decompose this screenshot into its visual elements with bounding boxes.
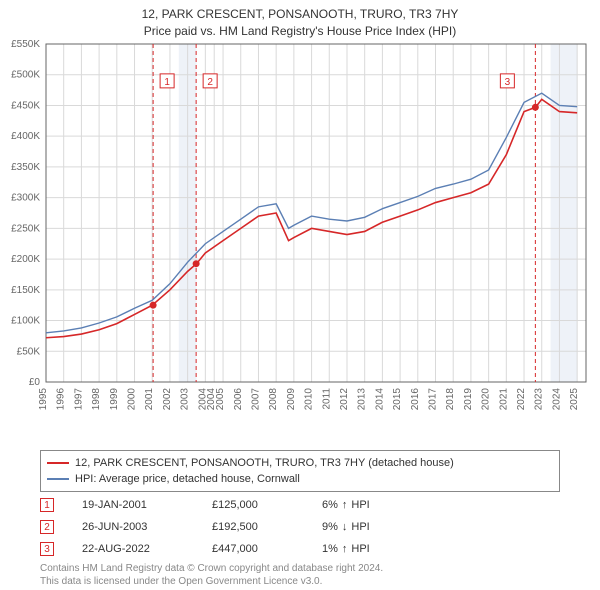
svg-text:2018: 2018 <box>445 388 456 411</box>
svg-text:£450K: £450K <box>11 100 40 111</box>
svg-text:2025: 2025 <box>569 388 580 411</box>
svg-text:1996: 1996 <box>56 388 67 411</box>
svg-text:2016: 2016 <box>410 388 421 411</box>
legend: 12, PARK CRESCENT, PONSANOOTH, TRURO, TR… <box>40 450 560 492</box>
svg-text:2001: 2001 <box>144 388 155 411</box>
legend-swatch <box>47 478 69 480</box>
legend-label: HPI: Average price, detached house, Corn… <box>75 473 300 485</box>
event-row: 3 22-AUG-2022£447,0001% ↑ HPI <box>40 538 560 560</box>
svg-text:1999: 1999 <box>109 388 120 411</box>
svg-text:£250K: £250K <box>11 223 40 234</box>
event-delta: 6% ↑ HPI <box>322 499 422 511</box>
chart-title-block: 12, PARK CRESCENT, PONSANOOTH, TRURO, TR… <box>0 0 600 42</box>
svg-text:£500K: £500K <box>11 70 40 81</box>
event-price: £125,000 <box>212 499 322 511</box>
event-date: 22-AUG-2022 <box>82 543 212 555</box>
svg-text:£100K: £100K <box>11 316 40 327</box>
svg-text:2014: 2014 <box>374 388 385 411</box>
svg-text:2023: 2023 <box>534 388 545 411</box>
event-row: 2 26-JUN-2003£192,5009% ↓ HPI <box>40 516 560 538</box>
event-row: 1 19-JAN-2001£125,0006% ↑ HPI <box>40 494 560 516</box>
event-price: £192,500 <box>212 521 322 533</box>
svg-text:2015: 2015 <box>392 388 403 411</box>
chart-title: 12, PARK CRESCENT, PONSANOOTH, TRURO, TR… <box>0 6 600 23</box>
svg-text:£0: £0 <box>29 377 41 388</box>
svg-text:2008: 2008 <box>268 388 279 411</box>
svg-text:2012: 2012 <box>339 388 350 411</box>
event-table: 1 19-JAN-2001£125,0006% ↑ HPI 2 26-JUN-2003… <box>40 494 560 560</box>
svg-text:£50K: £50K <box>17 346 41 357</box>
event-marker: 1 <box>40 498 54 512</box>
svg-text:2009: 2009 <box>286 388 297 411</box>
legend-item: HPI: Average price, detached house, Corn… <box>47 471 553 487</box>
svg-text:2007: 2007 <box>250 388 261 411</box>
svg-text:2022: 2022 <box>516 388 527 411</box>
chart-subtitle: Price paid vs. HM Land Registry's House … <box>0 23 600 40</box>
svg-text:£400K: £400K <box>11 131 40 142</box>
svg-text:£550K: £550K <box>11 39 40 50</box>
svg-text:2011: 2011 <box>321 388 332 410</box>
footer-line: This data is licensed under the Open Gov… <box>40 575 383 588</box>
svg-text:£200K: £200K <box>11 254 40 265</box>
footer: Contains HM Land Registry data © Crown c… <box>40 562 383 588</box>
svg-text:2005: 2005 <box>215 388 226 411</box>
svg-text:2010: 2010 <box>304 388 315 411</box>
svg-text:1997: 1997 <box>73 388 84 411</box>
event-marker: 2 <box>40 520 54 534</box>
event-delta: 9% ↓ HPI <box>322 521 422 533</box>
svg-text:2002: 2002 <box>162 388 173 411</box>
svg-text:2: 2 <box>207 77 213 88</box>
svg-text:2019: 2019 <box>463 388 474 411</box>
svg-text:2000: 2000 <box>127 388 138 411</box>
event-date: 19-JAN-2001 <box>82 499 212 511</box>
line-chart: £0£50K£100K£150K£200K£250K£300K£350K£400… <box>46 44 586 414</box>
svg-text:2006: 2006 <box>233 388 244 411</box>
svg-text:2024: 2024 <box>551 388 562 411</box>
svg-text:1995: 1995 <box>38 388 49 411</box>
svg-text:£350K: £350K <box>11 162 40 173</box>
svg-text:2020: 2020 <box>481 388 492 411</box>
svg-text:2021: 2021 <box>498 388 509 411</box>
event-marker: 3 <box>40 542 54 556</box>
svg-text:1998: 1998 <box>91 388 102 411</box>
event-date: 26-JUN-2003 <box>82 521 212 533</box>
svg-text:£300K: £300K <box>11 193 40 204</box>
svg-text:2013: 2013 <box>357 388 368 411</box>
svg-text:2003: 2003 <box>180 388 191 411</box>
legend-label: 12, PARK CRESCENT, PONSANOOTH, TRURO, TR… <box>75 457 454 469</box>
svg-text:£150K: £150K <box>11 285 40 296</box>
event-price: £447,000 <box>212 543 322 555</box>
footer-line: Contains HM Land Registry data © Crown c… <box>40 562 383 575</box>
event-delta: 1% ↑ HPI <box>322 543 422 555</box>
svg-text:2017: 2017 <box>428 388 439 411</box>
legend-swatch <box>47 462 69 464</box>
chart-area: £0£50K£100K£150K£200K£250K£300K£350K£400… <box>46 44 586 414</box>
svg-text:1: 1 <box>164 77 170 88</box>
svg-text:3: 3 <box>505 77 511 88</box>
legend-item: 12, PARK CRESCENT, PONSANOOTH, TRURO, TR… <box>47 455 553 471</box>
